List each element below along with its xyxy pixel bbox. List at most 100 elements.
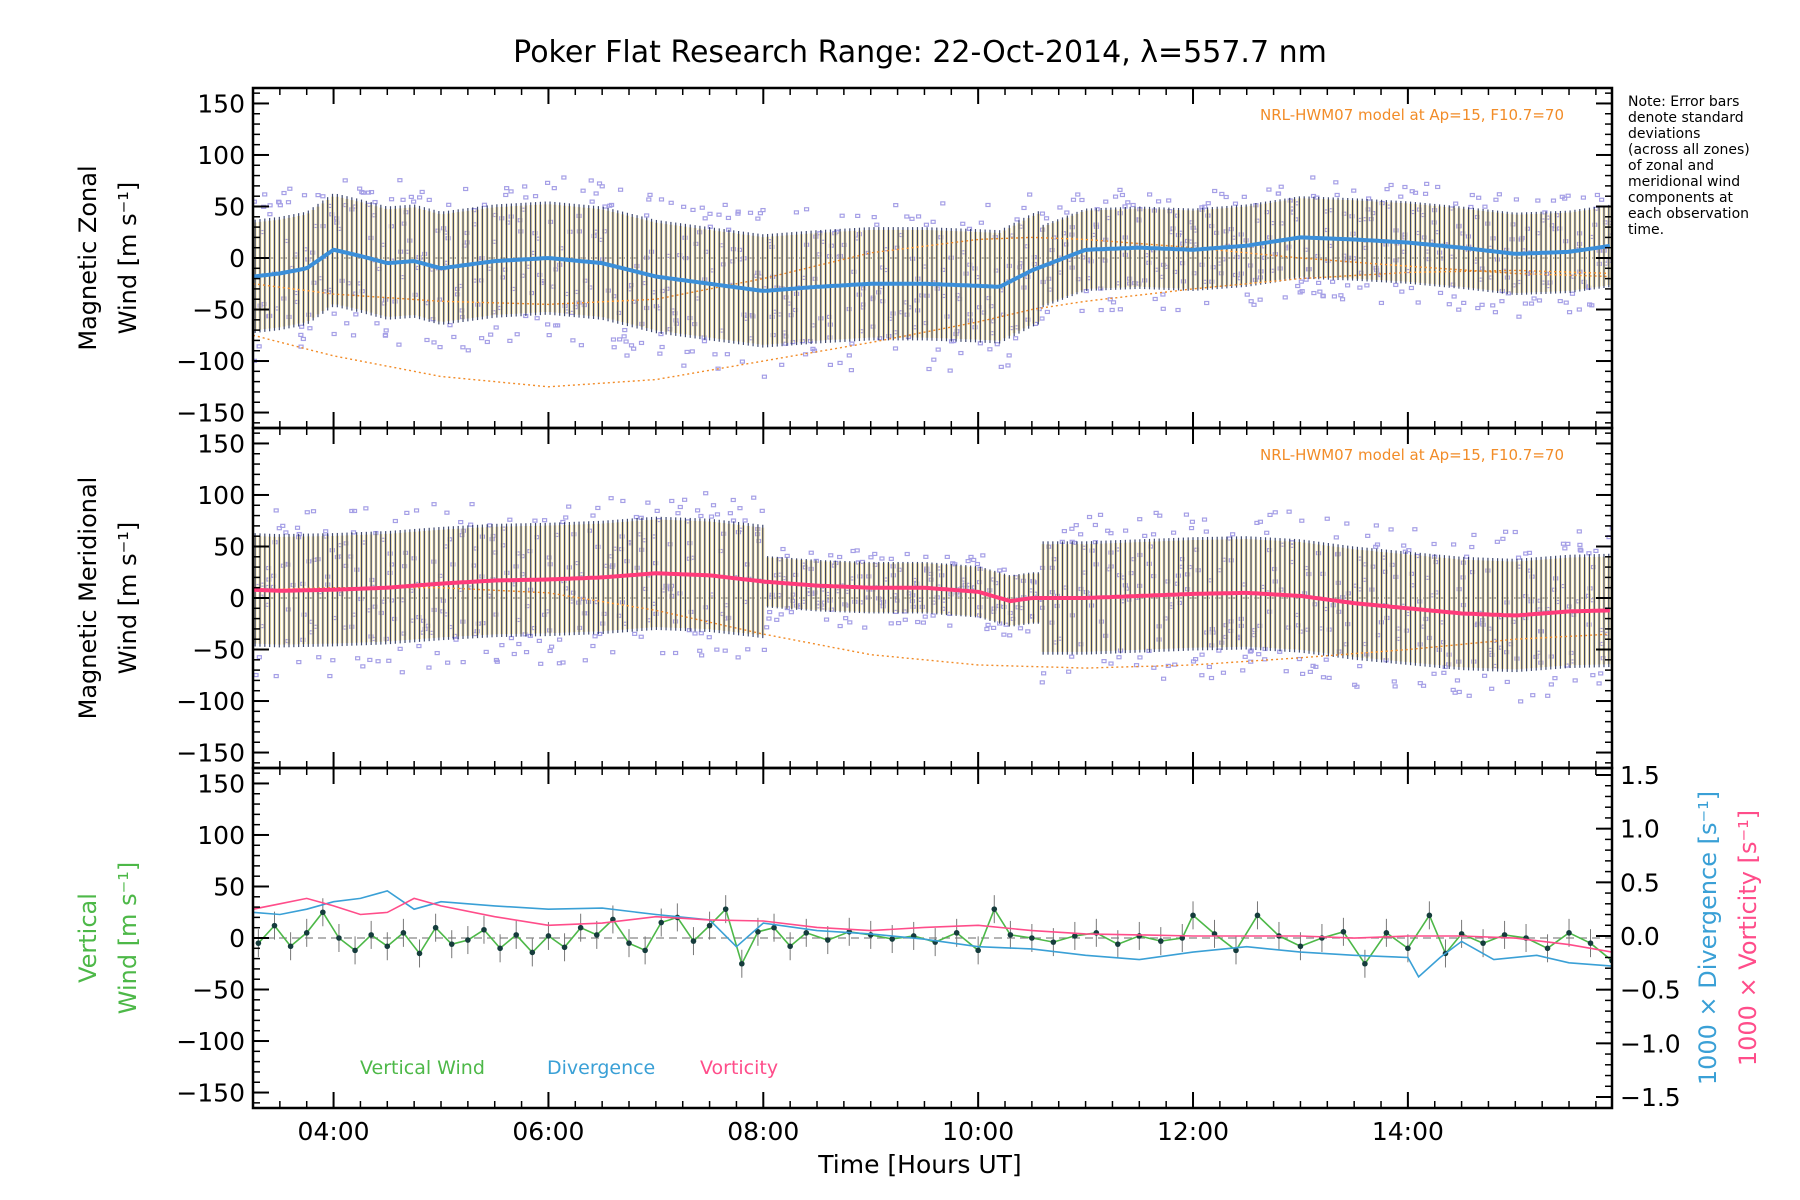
vertical-point [642,947,648,954]
scatter-point [1079,197,1085,203]
mean-line [253,571,1610,618]
scatter-point [1482,204,1488,209]
scatter-point [681,204,687,209]
plot-area [253,890,1612,979]
scatter-point [460,660,466,665]
scatter-point [1193,657,1199,662]
scatter-point [484,339,490,345]
scatter-point [1461,300,1467,305]
scatter-point [296,659,302,665]
vertical-point [1544,945,1551,952]
right-tick-label: −1.0 [1620,1029,1681,1058]
scatter-point [1043,216,1050,221]
scatter-point [417,195,423,200]
scatter-point [997,568,1003,573]
vertical-point [465,937,471,943]
scatter-point [1398,194,1404,199]
right-tick-label: 0.0 [1620,922,1660,951]
note-line: meridional wind [1628,174,1740,190]
scatter-point [350,333,357,338]
scatter-point [386,658,392,663]
scatter-point [1241,194,1247,199]
y-tick-label: −50 [192,636,245,665]
scatter-point [320,194,326,199]
x-axis-label: Time [Hours UT] [817,1150,1021,1179]
scatter-point [692,631,698,636]
scatter-point [460,345,466,350]
scatter-point [923,554,929,559]
scatter-point [1116,655,1122,660]
scatter-point [1401,543,1407,548]
scatter-point [617,337,623,342]
scatter-point [1286,509,1292,514]
scatter-point [1189,519,1196,524]
scatter-point [487,523,493,528]
vertical-point [1426,912,1433,919]
scatter-point [1317,289,1323,294]
scatter-point [980,553,986,558]
scatter-point [503,192,509,198]
scatter-point [1364,283,1370,288]
scatter-point [280,523,286,528]
scatter-point [1092,522,1098,528]
scatter-point [426,197,432,203]
scatter-point [968,554,974,560]
scatter-point [958,350,964,356]
scatter-point [1518,699,1524,704]
y-tick-label: −100 [176,687,245,716]
scatter-point [784,553,790,559]
scatter-point [1295,283,1301,289]
scatter-point [610,650,616,655]
scatter-point [523,195,529,200]
scatter-point [1001,567,1007,572]
scatter-point [808,550,814,555]
scatter-point [1039,211,1046,216]
scatter-point [1576,529,1582,534]
scatter-point [1150,532,1157,537]
scatter-point [1576,307,1582,312]
scatter-point [735,211,741,216]
scatter-point [516,641,522,647]
vertical-point [1136,933,1143,939]
model-curve [253,269,1607,388]
scatter-point [1545,693,1551,698]
scatter-point [408,194,414,199]
scatter-point [267,212,273,217]
scatter-point [469,502,475,507]
scatter-point [1188,525,1195,531]
vorticity-axis-label: 1000 × Vorticity [s⁻¹] [1734,810,1762,1066]
scatter-point [971,557,977,563]
scatter-point [607,203,613,208]
scatter-point [1577,542,1583,547]
scatter-point [504,186,510,191]
scatter-point [668,200,674,205]
scatter-point [631,346,637,351]
scatter-point [1489,686,1495,691]
scatter-point [551,186,557,191]
scatter-point [779,362,785,367]
scatter-point [1357,664,1363,669]
scatter-point [793,210,800,215]
scatter-point [298,332,304,337]
scatter-point [1609,526,1612,531]
scatter-point [602,204,608,209]
vertical-point [1566,930,1572,936]
scatter-point [1005,363,1011,368]
vertical-point [787,943,793,950]
scatter-point [755,216,761,221]
scatter-point [681,363,687,368]
scatter-point [697,648,703,653]
y-axis-label: Wind [m s⁻¹] [114,862,142,1014]
vertical-point [529,949,536,956]
scatter-point [1027,192,1033,197]
scatter-point [644,213,650,218]
scatter-point [494,659,500,664]
scatter-point [686,628,692,633]
y-tick-label: 0 [229,244,245,273]
scatter-point [273,673,279,679]
scatter-point [299,324,305,329]
scatter-point [1565,193,1571,198]
scatter-point [1441,670,1447,675]
scatter-point [931,357,937,362]
scatter-point [1562,196,1568,201]
